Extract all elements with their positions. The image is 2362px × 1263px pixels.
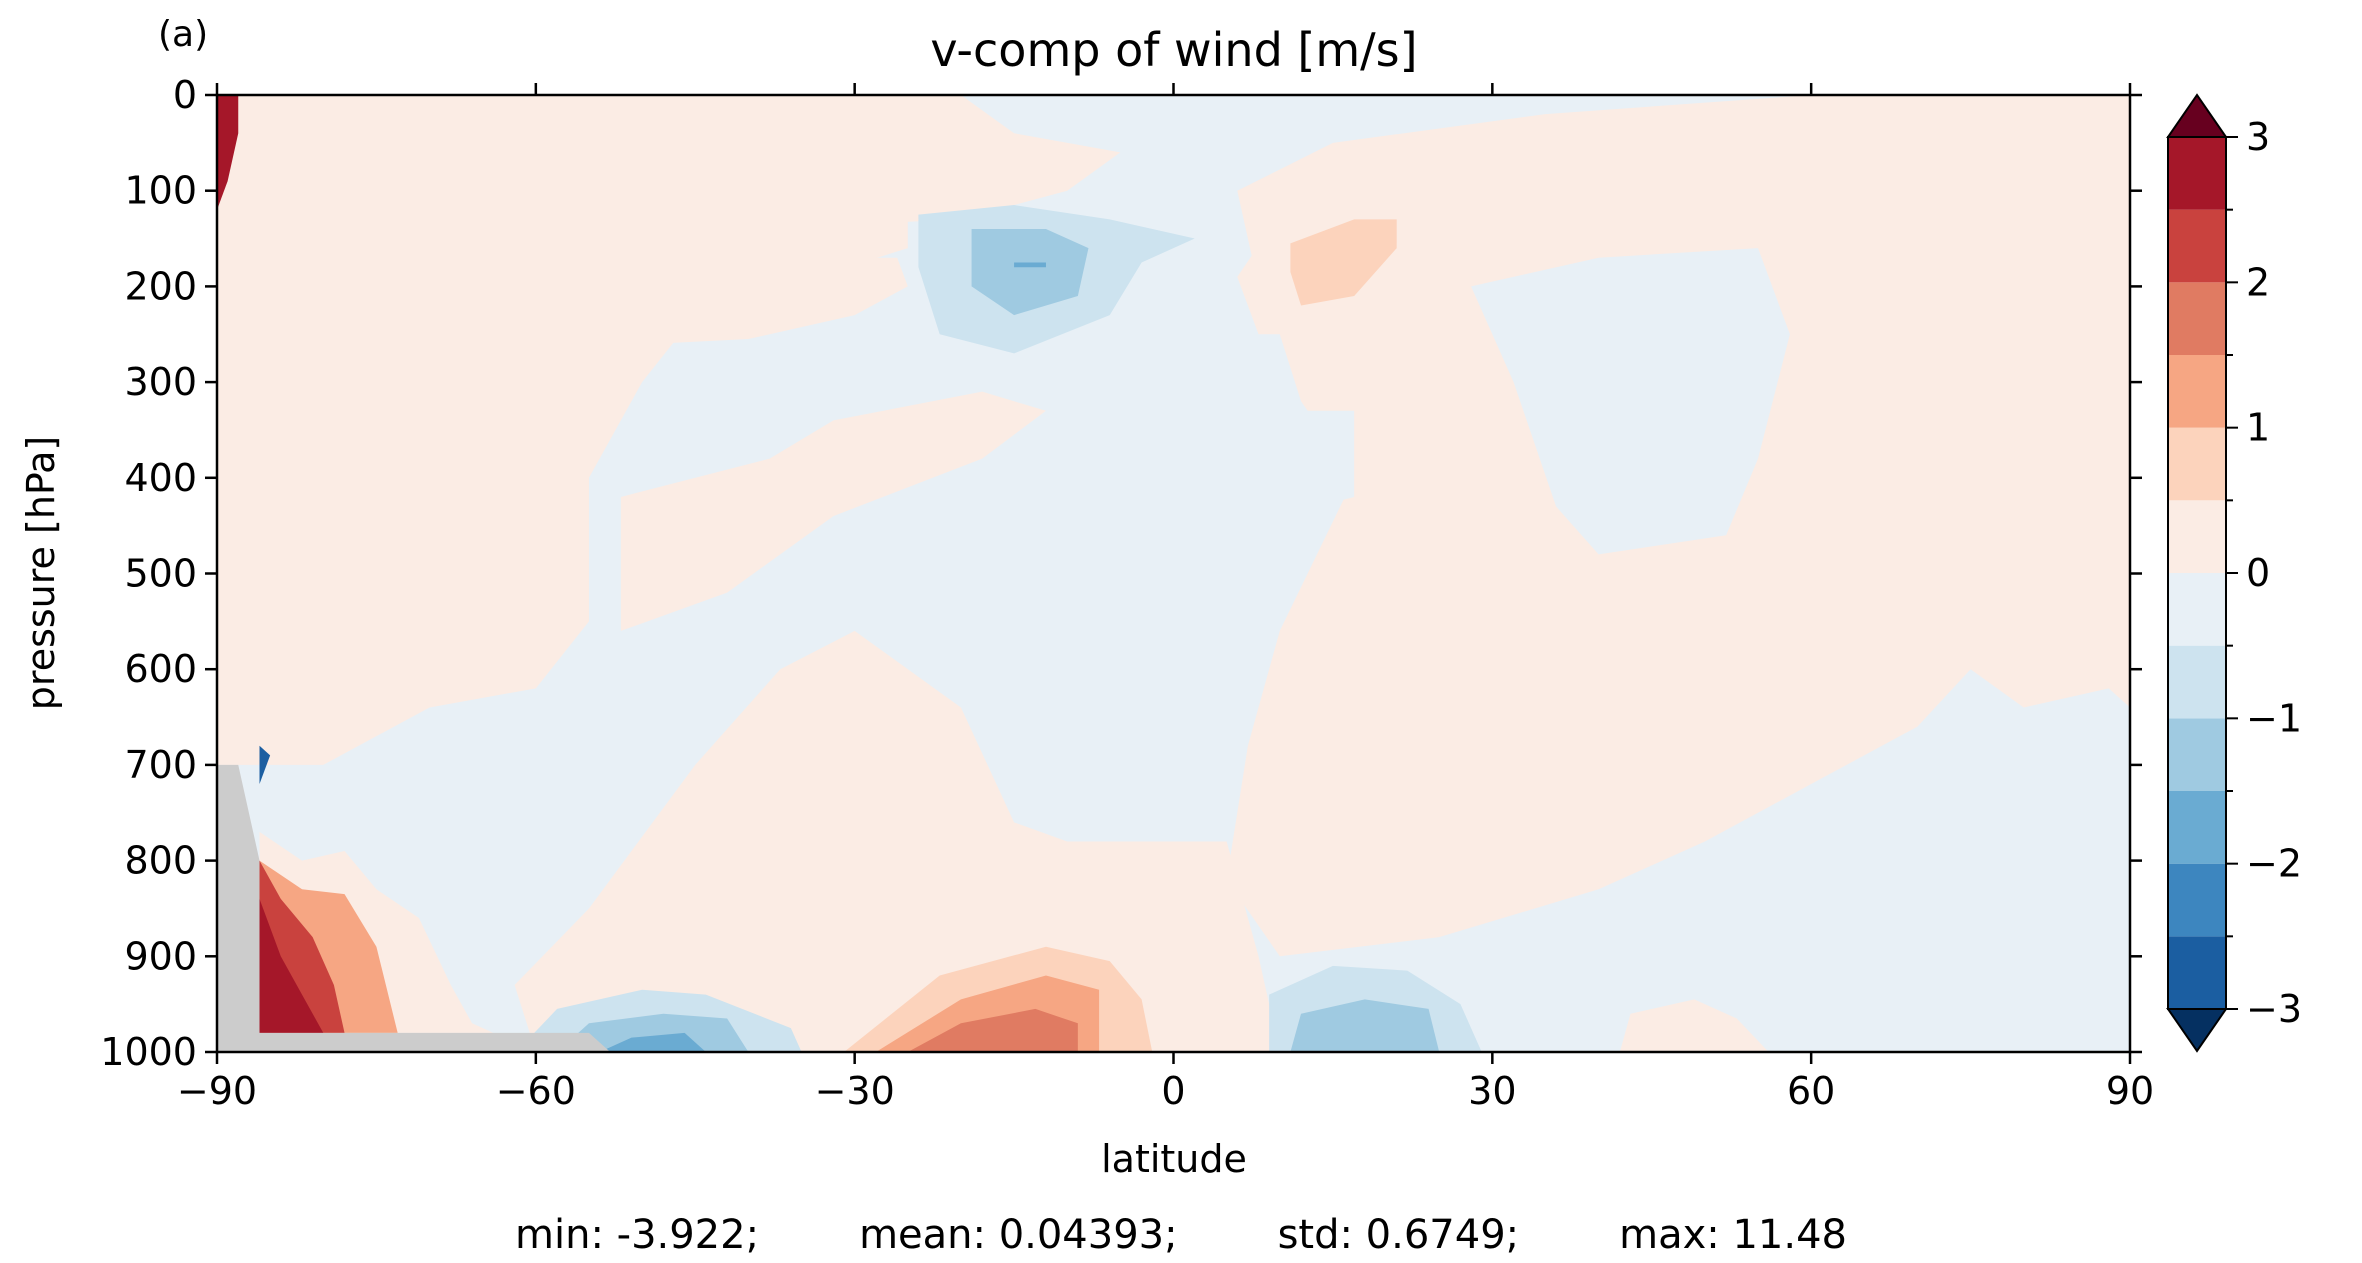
contour-region-positive	[620, 391, 1046, 631]
y-tick-label: 0	[173, 73, 197, 117]
y-tick-label: 900	[124, 934, 197, 978]
y-tick-label: 200	[124, 264, 197, 308]
contour-negative-level-2	[1290, 999, 1440, 1052]
y-tick-label: 400	[124, 456, 197, 500]
x-tick-label: −60	[496, 1069, 576, 1113]
colorbar-segment	[2168, 573, 2226, 646]
y-tick-label: 500	[124, 552, 197, 596]
contour-negative-level-5	[259, 745, 271, 785]
colorbar-segment	[2168, 355, 2226, 428]
y-tick-label: 800	[124, 839, 197, 883]
x-tick-label: −30	[815, 1069, 895, 1113]
colorbar-segment	[2168, 645, 2226, 719]
colorbar-segment	[2168, 500, 2226, 573]
colorbar-segment	[2168, 863, 2226, 937]
panel-label: (a)	[158, 14, 208, 55]
x-axis: −90 −60 −30 0 30 60 90	[177, 83, 2154, 1113]
contour-negative-level-3	[1014, 262, 1046, 268]
colorbar-extend-min	[2166, 1008, 2228, 1053]
contour-region-negative	[1471, 248, 1790, 555]
contour-positive-level-2	[1290, 219, 1397, 306]
colorbar-segment	[2168, 209, 2226, 283]
colorbar-segment	[2168, 282, 2226, 355]
colorbar-segment	[2168, 791, 2226, 864]
colorbar-tick-label: 0	[2246, 551, 2270, 595]
contour-positive-level-1	[642, 257, 908, 344]
colorbar-segment	[2168, 718, 2226, 791]
contour-positive-level-4	[907, 1008, 1078, 1052]
y-tick-label: 700	[124, 743, 197, 787]
colorbar-segment	[2168, 137, 2226, 210]
stat-mean: mean: 0.04393;	[859, 1212, 1178, 1258]
contour-region-positive	[217, 95, 908, 765]
colorbar-extend-max	[2166, 93, 2228, 138]
plot-area	[215, 93, 2132, 1054]
stat-max: max: 11.48	[1619, 1212, 1847, 1258]
x-tick-label: 90	[2106, 1069, 2154, 1113]
colorbar-tick-label: 1	[2246, 406, 2270, 450]
contour-region-positive	[535, 95, 1121, 229]
contour-negative-level-2	[557, 1013, 749, 1052]
x-axis-label: latitude	[1101, 1137, 1247, 1181]
y-tick-label: 600	[124, 647, 197, 691]
contour-positive-level-6	[259, 898, 324, 1033]
contour-region-negative	[1811, 822, 2130, 1052]
stat-min: min: -3.922;	[515, 1212, 760, 1258]
x-tick-label: 0	[1161, 1069, 1185, 1113]
x-tick-label: 30	[1468, 1069, 1516, 1113]
contour-negative-level-3	[599, 1032, 706, 1052]
y-tick-label: 300	[124, 360, 197, 404]
stat-std: std: 0.6749;	[1277, 1212, 1520, 1258]
colorbar-tick-label: −1	[2246, 696, 2302, 740]
y-axis-label: pressure [hPa]	[19, 436, 63, 710]
contour-positive-level-1	[1619, 999, 1769, 1052]
colorbar-tick-label: −2	[2246, 842, 2302, 886]
missing-data-region	[217, 764, 611, 1052]
contour-negative-level-2	[971, 228, 1089, 316]
colorbar: −3 −2 −1 0 1 2 3	[2166, 93, 2302, 1053]
colorbar-tick-label: 2	[2246, 260, 2270, 304]
contour-region-negative	[1279, 410, 1355, 517]
y-tick-label: 100	[124, 169, 197, 213]
colorbar-segment	[2168, 427, 2226, 501]
colorbar-tick-label: −3	[2246, 987, 2302, 1031]
statistics-line: min: -3.922; mean: 0.04393; std: 0.6749; ma…	[0, 1212, 2362, 1258]
colorbar-tick-label: 3	[2246, 115, 2270, 159]
x-tick-label: 60	[1787, 1069, 1835, 1113]
x-tick-label: −90	[177, 1069, 257, 1113]
contour-positive-level-6	[217, 95, 239, 210]
y-tick-label: 1000	[100, 1030, 197, 1074]
chart-title: v-comp of wind [m/s]	[930, 23, 1417, 77]
y-axis: 0 100 200 300 400 500 600 700 800 900 1000	[100, 73, 2142, 1074]
colorbar-segment	[2168, 936, 2226, 1009]
